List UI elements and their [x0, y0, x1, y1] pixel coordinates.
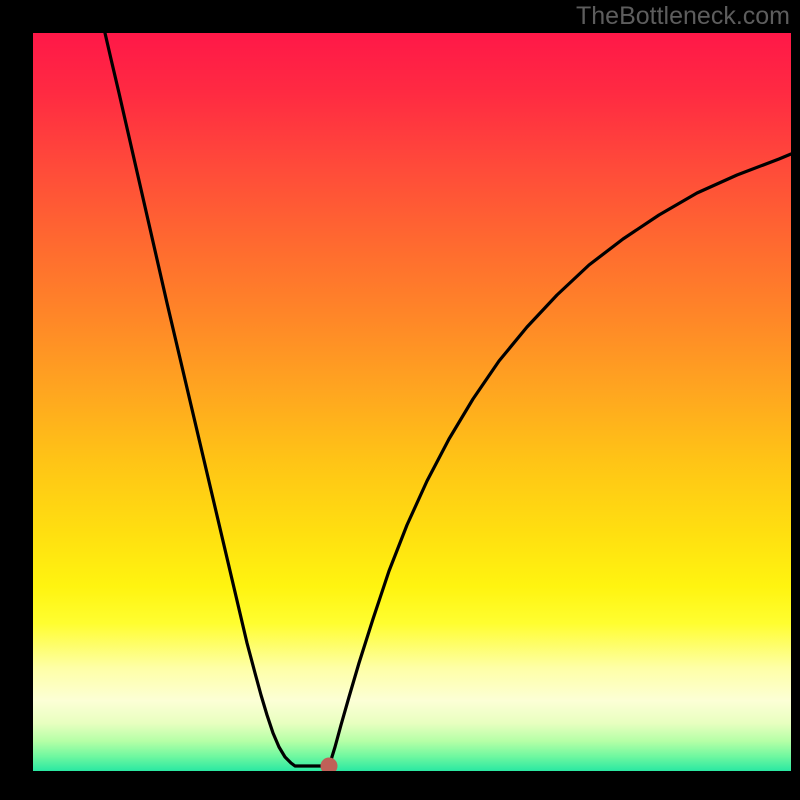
watermark-text: TheBottleneck.com [576, 2, 790, 31]
plot-area [33, 33, 791, 771]
optimum-marker [321, 758, 338, 772]
bottleneck-curve [105, 33, 791, 766]
curve-svg [33, 33, 791, 771]
